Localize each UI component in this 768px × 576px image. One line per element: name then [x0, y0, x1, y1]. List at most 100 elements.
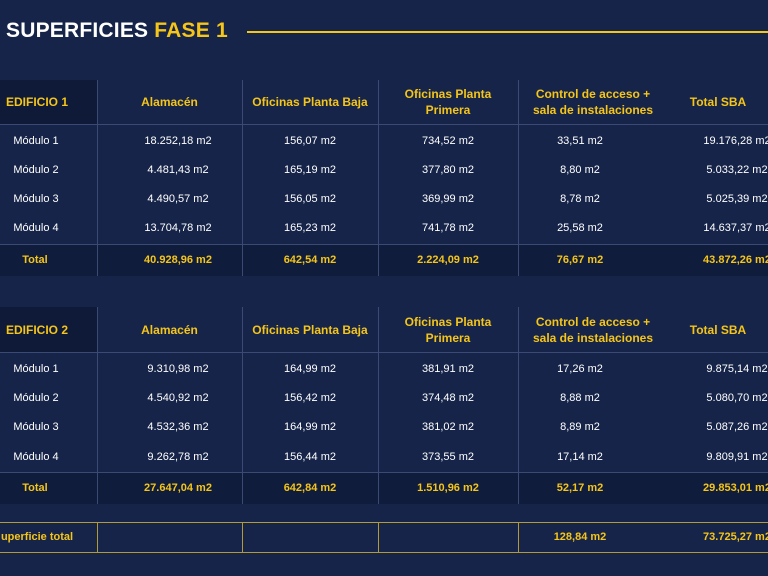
- total-cell: 27.647,04 m2: [144, 482, 212, 494]
- column-header: Total SBA: [689, 95, 747, 109]
- table-cell: 156,42 m2: [284, 392, 336, 404]
- title-main: SUPERFICIES: [6, 19, 149, 42]
- column-header: Oficinas Planta Baja: [252, 95, 368, 109]
- page-title: SUPERFICIES FASE 1: [6, 16, 228, 46]
- table-cell: 156,07 m2: [284, 135, 336, 147]
- total-cell: 1.510,96 m2: [417, 482, 479, 494]
- table-cell: 5.087,26 m2: [706, 421, 768, 433]
- table-cell: 156,05 m2: [284, 193, 336, 205]
- column-header: Oficinas Planta Baja: [252, 322, 368, 337]
- table-cell: 156,44 m2: [284, 451, 336, 463]
- column-header: Alamacén: [141, 322, 198, 337]
- table-cell: 8,80 m2: [560, 164, 600, 176]
- column-divider: [378, 522, 379, 552]
- table-cell: 741,78 m2: [422, 222, 474, 234]
- grand-total-cell: [245, 522, 375, 552]
- column-divider: [518, 80, 519, 276]
- column-divider: [242, 80, 243, 276]
- table-cell: 4.481,43 m2: [147, 164, 209, 176]
- table-cell: 33,51 m2: [557, 135, 603, 147]
- table-cell: 381,02 m2: [422, 421, 474, 433]
- total-label: Total: [22, 254, 48, 266]
- divider: [0, 124, 768, 125]
- table-cell: 165,23 m2: [284, 222, 336, 234]
- column-divider: [518, 522, 519, 552]
- total-cell: 76,67 m2: [556, 254, 604, 266]
- table-cell: 25,58 m2: [557, 222, 603, 234]
- table-cell: 374,48 m2: [422, 392, 474, 404]
- table-cell: 4.540,92 m2: [147, 392, 209, 404]
- column-divider: [242, 522, 243, 552]
- table-cell: 4.490,57 m2: [147, 193, 209, 205]
- column-header: Oficinas Planta Primera: [404, 87, 492, 117]
- gold-divider: [0, 552, 768, 553]
- total-label: Total: [22, 482, 48, 494]
- table-cell: 13.704,78 m2: [144, 222, 212, 234]
- table-cell: 369,99 m2: [422, 193, 474, 205]
- column-header: Oficinas Planta Primera: [404, 314, 492, 345]
- column-divider: [97, 80, 98, 276]
- grand-total-cell: [383, 522, 513, 552]
- edificio1-name-box: [0, 80, 97, 124]
- table-cell: 164,99 m2: [284, 421, 336, 433]
- column-header: Alamacén: [141, 95, 198, 109]
- table-cell: 9.310,98 m2: [147, 363, 209, 375]
- row-label: Módulo 3: [13, 193, 59, 205]
- total-cell: 2.224,09 m2: [417, 254, 479, 266]
- column-divider: [97, 522, 98, 552]
- row-label: Módulo 2: [13, 392, 59, 404]
- column-divider: [518, 307, 519, 504]
- total-band: [0, 472, 768, 504]
- grand-total-cell: [113, 522, 243, 552]
- total-cell: 642,84 m2: [283, 482, 337, 494]
- gold-divider: [0, 522, 768, 523]
- table-cell: 373,55 m2: [422, 451, 474, 463]
- title-rule: [247, 31, 768, 33]
- table-cell: 9.875,14 m2: [706, 363, 768, 375]
- table-cell: 9.262,78 m2: [147, 451, 209, 463]
- column-divider: [97, 307, 98, 504]
- table-cell: 14.637,37 m2: [703, 222, 768, 234]
- table-cell: 8,89 m2: [560, 421, 600, 433]
- column-divider: [242, 307, 243, 504]
- row-label: Módulo 2: [13, 164, 59, 176]
- table-cell: 4.532,36 m2: [147, 421, 209, 433]
- row-label: Módulo 4: [13, 451, 59, 463]
- column-divider: [378, 307, 379, 504]
- total-cell: 29.853,01 m2: [703, 482, 768, 494]
- table-cell: 8,88 m2: [560, 392, 600, 404]
- edificio2-name-box: [0, 307, 97, 352]
- divider: [0, 472, 768, 473]
- title-accent: FASE 1: [154, 19, 228, 42]
- row-label: Módulo 4: [13, 222, 59, 234]
- total-band: [0, 244, 768, 276]
- table-cell: 17,26 m2: [557, 363, 603, 375]
- table-cell: 5.080,70 m2: [706, 392, 768, 404]
- total-cell: 52,17 m2: [556, 482, 604, 494]
- row-label: Módulo 3: [13, 421, 59, 433]
- grand-total-cell: 73.725,27 m2: [703, 531, 768, 543]
- table-cell: 19.176,28 m2: [703, 135, 768, 147]
- grand-total-cell: 128,84 m2: [553, 531, 607, 543]
- column-header: Total SBA: [689, 322, 747, 337]
- table-cell: 164,99 m2: [284, 363, 336, 375]
- column-divider: [378, 80, 379, 276]
- grand-total-label: uperficie total: [0, 531, 74, 543]
- table-cell: 165,19 m2: [284, 164, 336, 176]
- row-label: Módulo 1: [13, 363, 59, 375]
- building-name: EDIFICIO 2: [6, 322, 69, 337]
- table-cell: 5.033,22 m2: [706, 164, 768, 176]
- table-cell: 17,14 m2: [557, 451, 603, 463]
- row-label: Módulo 1: [13, 135, 59, 147]
- table-cell: 18.252,18 m2: [144, 135, 212, 147]
- total-cell: 40.928,96 m2: [144, 254, 212, 266]
- column-header: Control de acceso + sala de instalacione…: [532, 314, 654, 345]
- column-header: Control de acceso + sala de instalacione…: [532, 87, 654, 117]
- total-cell: 642,54 m2: [283, 254, 337, 266]
- table-cell: 8,78 m2: [560, 193, 600, 205]
- divider: [0, 244, 768, 245]
- table-cell: 734,52 m2: [422, 135, 474, 147]
- total-cell: 43.872,26 m2: [703, 254, 768, 266]
- table-cell: 377,80 m2: [422, 164, 474, 176]
- table-cell: 381,91 m2: [422, 363, 474, 375]
